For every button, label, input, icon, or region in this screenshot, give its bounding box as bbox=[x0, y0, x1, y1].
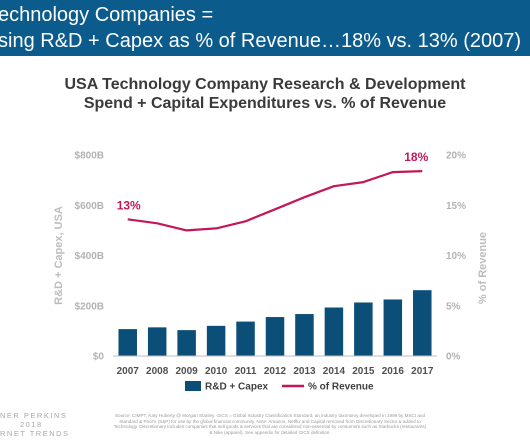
y-right-tick-label: 0% bbox=[446, 352, 461, 363]
legend-label-bars: R&D + Capex bbox=[205, 382, 269, 393]
y-left-tick-label: $0 bbox=[93, 352, 105, 363]
chart-title-line1: USA Technology Company Research & Develo… bbox=[64, 76, 466, 93]
brand-logo: NER PERKINS 2018 RNET TRENDS bbox=[0, 411, 70, 438]
x-tick-label: 2013 bbox=[293, 366, 316, 377]
source-note: Source: CIMPT, Katy Huberty @ Morgan Sta… bbox=[113, 413, 427, 435]
legend-label-line: % of Revenue bbox=[308, 382, 374, 393]
y-left-tick-label: $400B bbox=[75, 251, 104, 262]
logo-line2: 2018 bbox=[20, 420, 43, 429]
bar bbox=[206, 325, 226, 356]
bar bbox=[118, 329, 137, 356]
x-tick-label: 2014 bbox=[323, 366, 346, 377]
y-right-axis-title: % of Revenue bbox=[477, 232, 489, 304]
header-title-line2: sing R&D + Capex as % of Revenue…18% vs.… bbox=[0, 30, 522, 52]
x-tick-label: 2016 bbox=[382, 366, 405, 377]
bar bbox=[354, 302, 373, 356]
logo-line3: RNET TRENDS bbox=[0, 429, 70, 438]
bar bbox=[413, 290, 432, 356]
x-tick-label: 2011 bbox=[235, 366, 257, 377]
bar bbox=[177, 330, 196, 356]
bar bbox=[383, 299, 403, 356]
x-tick-label: 2017 bbox=[411, 366, 434, 377]
logo-line1: NER PERKINS bbox=[0, 411, 68, 420]
bar bbox=[236, 321, 255, 356]
x-tick-label: 2008 bbox=[146, 366, 169, 377]
chart-title-line2: Spend + Capital Expenditures vs. % of Re… bbox=[83, 95, 447, 112]
y-right-tick-label: 20% bbox=[446, 151, 466, 162]
x-tick-label: 2012 bbox=[264, 366, 287, 377]
y-right-tick-label: 15% bbox=[446, 201, 466, 212]
bar bbox=[295, 314, 314, 356]
x-tick-label: 2010 bbox=[205, 366, 228, 377]
x-tick-label: 2015 bbox=[352, 366, 375, 377]
line-annotation-label: 18% bbox=[404, 150, 428, 164]
y-left-tick-label: $800B bbox=[75, 151, 104, 162]
legend-swatch-bars bbox=[185, 381, 201, 391]
line-annotation-label: 13% bbox=[117, 198, 141, 212]
y-right-tick-label: 10% bbox=[446, 251, 466, 262]
y-right-tick-label: 5% bbox=[446, 301, 461, 312]
y-left-axis-title: R&D + Capex, USA bbox=[53, 206, 65, 305]
header-banner: echnology Companies = sing R&D + Capex a… bbox=[0, 0, 530, 56]
header-title-line1: echnology Companies = bbox=[0, 4, 214, 26]
bar bbox=[265, 317, 285, 356]
bar bbox=[147, 327, 167, 356]
y-left-tick-label: $600B bbox=[75, 201, 104, 212]
y-left-tick-label: $200B bbox=[75, 301, 104, 312]
line-series-percent-of-revenue bbox=[127, 170, 423, 232]
x-tick-label: 2009 bbox=[176, 366, 199, 377]
x-tick-label: 2007 bbox=[117, 366, 140, 377]
bar bbox=[324, 307, 344, 356]
